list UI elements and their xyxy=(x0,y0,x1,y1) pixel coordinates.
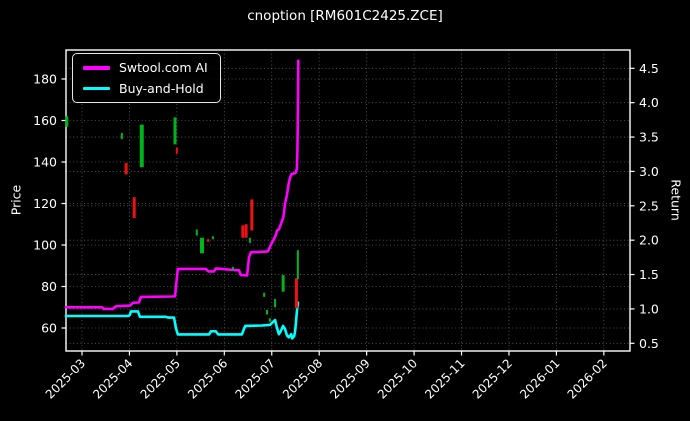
x-tick-label: 2025-07 xyxy=(233,356,278,401)
price-tick-label: 120 xyxy=(33,196,57,211)
x-tick-label: 2025-05 xyxy=(138,356,183,401)
legend-label-swtool: Swtool.com AI xyxy=(119,60,208,75)
return-tick-label: 3.5 xyxy=(639,130,659,145)
x-tick-label: 2025-11 xyxy=(422,356,467,401)
legend-label-buyhold: Buy-and-Hold xyxy=(119,80,204,96)
x-tick-label: 2025-03 xyxy=(43,356,88,401)
return-tick-label: 0.5 xyxy=(639,336,659,351)
axes-spines xyxy=(65,49,631,352)
price-tick-label: 160 xyxy=(33,113,57,128)
x-tick-label: 2026-01 xyxy=(517,356,562,401)
price-tick-label: 80 xyxy=(41,279,57,294)
legend-line-swatch-swtool xyxy=(83,66,110,70)
x-tick-label: 2025-04 xyxy=(90,356,135,401)
price-tick-label: 100 xyxy=(33,238,57,253)
x-tick-label: 2025-12 xyxy=(470,356,515,401)
price-tick-label: 180 xyxy=(33,72,57,87)
return-tick-label: 2.5 xyxy=(639,198,659,213)
x-tick-label: 2025-10 xyxy=(375,356,420,401)
return-tick-label: 3.0 xyxy=(639,164,659,179)
x-tick-label: 2025-06 xyxy=(185,356,230,401)
return-tick-label: 4.0 xyxy=(639,95,659,110)
legend-item-buyhold: Buy-and-Hold xyxy=(83,81,208,97)
return-tick-label: 1.0 xyxy=(639,301,659,316)
series-line-swtool-ai xyxy=(64,59,300,311)
price-tick-label: 60 xyxy=(41,321,57,336)
return-tick-label: 1.5 xyxy=(639,267,659,282)
x-tick-label: 2025-08 xyxy=(280,356,325,401)
chart-title: cnoption [RM601C2425.ZCE] xyxy=(247,8,443,24)
legend-item-swtool: Swtool.com AI xyxy=(83,60,208,76)
return-tick-label: 4.5 xyxy=(639,61,659,76)
x-tick-label: 2025-09 xyxy=(327,356,372,401)
legend-line-swatch-buyhold xyxy=(83,86,110,91)
legend: Swtool.com AI Buy-and-Hold xyxy=(72,53,221,104)
series-line-buy-and-hold xyxy=(64,301,300,340)
price-tick-label: 140 xyxy=(33,155,57,170)
return-tick-label: 2.0 xyxy=(639,233,659,248)
x-tick-label: 2026-02 xyxy=(565,356,610,401)
